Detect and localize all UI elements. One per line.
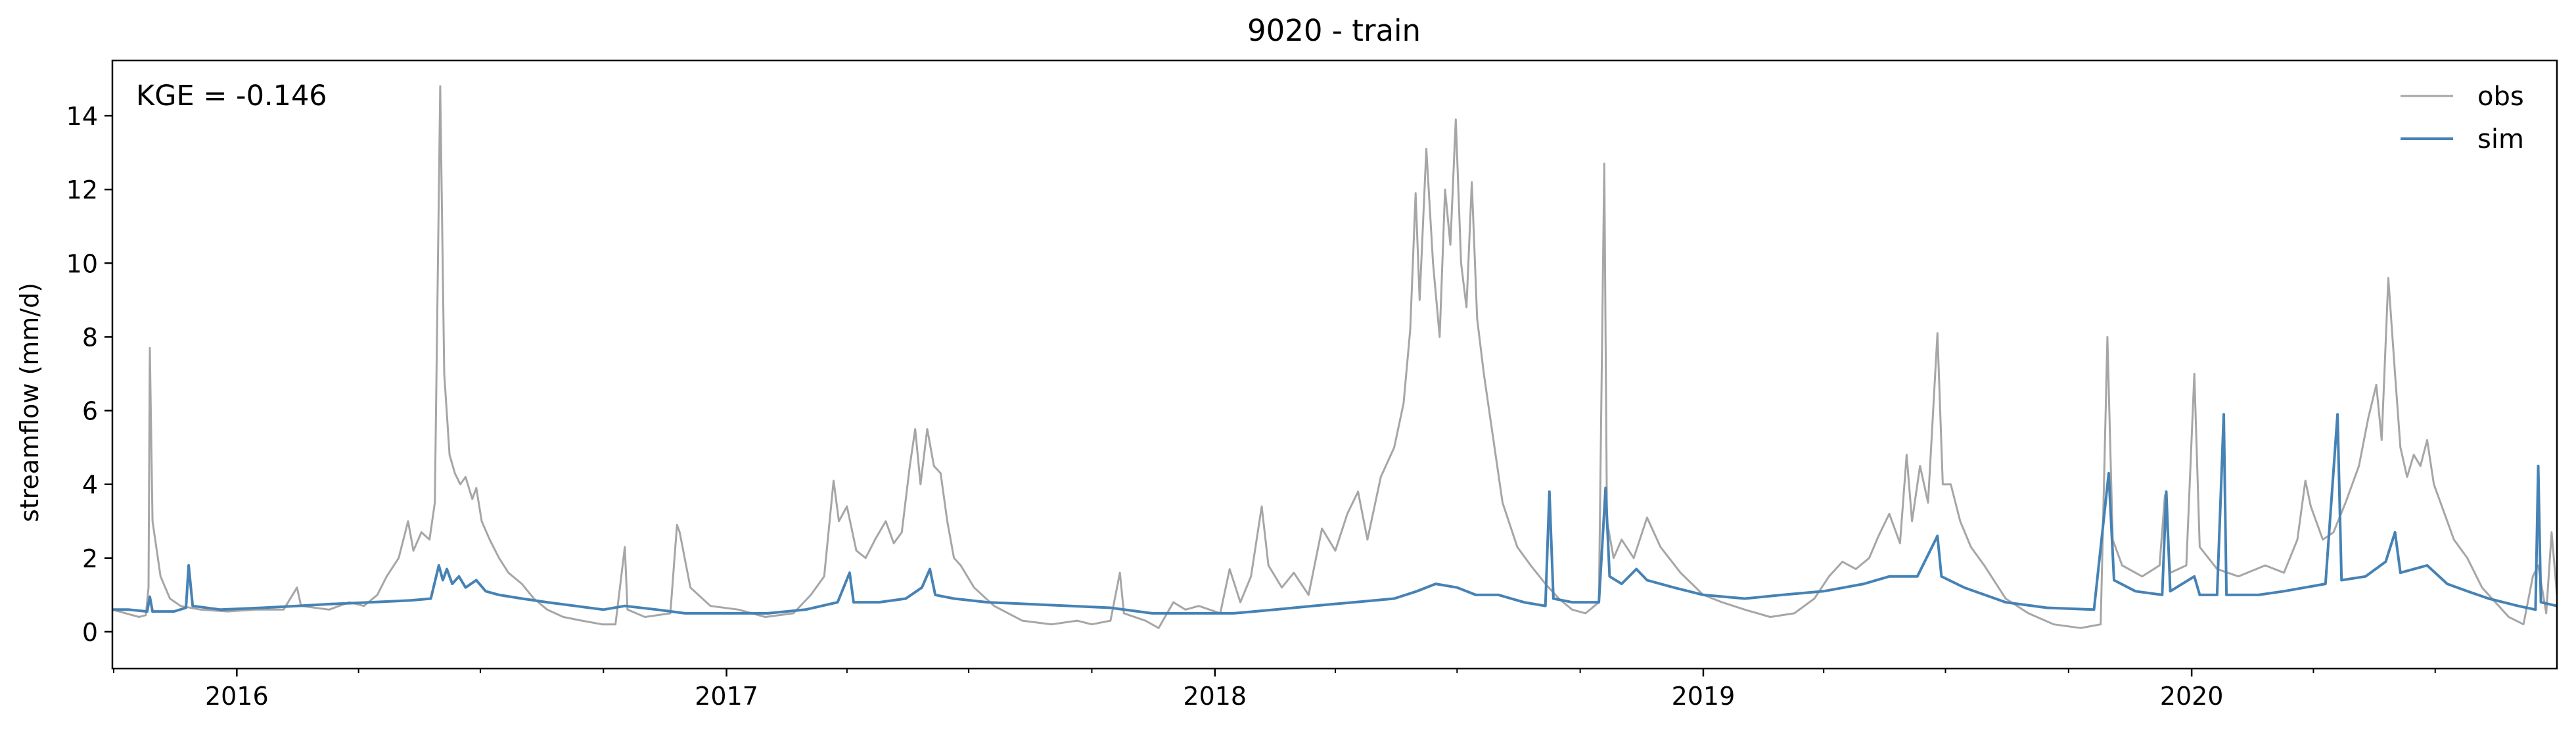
x-axis: 2016 2017 2018 2019 2020 bbox=[113, 669, 2436, 711]
legend-sim-label: sim bbox=[2477, 124, 2524, 154]
y-tick-label-2: 2 bbox=[82, 544, 98, 573]
kge-annotation: KGE = -0.146 bbox=[136, 80, 327, 112]
y-tick-label-12: 12 bbox=[66, 176, 98, 204]
series-line-sim bbox=[112, 413, 2557, 615]
y-tick-label-14: 14 bbox=[66, 102, 98, 131]
y-tick-label-4: 4 bbox=[82, 471, 98, 500]
plot-frame bbox=[111, 59, 2558, 670]
legend-obs-label: obs bbox=[2477, 82, 2524, 112]
y-axis: 0 2 4 6 8 10 12 14 bbox=[66, 102, 112, 647]
y-tick-label-8: 8 bbox=[82, 323, 98, 352]
x-tick-label-2016: 2016 bbox=[205, 682, 269, 711]
legend: obs sim bbox=[2401, 82, 2524, 154]
x-tick-label-2020: 2020 bbox=[2160, 682, 2224, 711]
series-layer bbox=[112, 85, 2557, 629]
x-tick-label-2017: 2017 bbox=[695, 682, 758, 711]
x-tick-label-2019: 2019 bbox=[1672, 682, 1736, 711]
y-tick-label-10: 10 bbox=[66, 249, 98, 278]
y-tick-label-6: 6 bbox=[82, 397, 98, 426]
series-line-obs bbox=[112, 85, 2557, 629]
y-axis-label: streamflow (mm/d) bbox=[15, 283, 44, 522]
x-tick-label-2018: 2018 bbox=[1183, 682, 1247, 711]
y-tick-label-0: 0 bbox=[82, 618, 98, 647]
chart-title: 9020 - train bbox=[1247, 13, 1421, 48]
